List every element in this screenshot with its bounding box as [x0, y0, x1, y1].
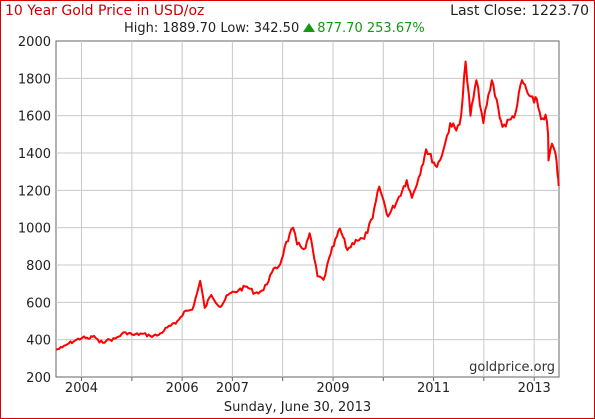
x-tick-label: 2013	[518, 381, 551, 396]
high-value: 1889.70	[162, 21, 217, 36]
last-close-label: Last Close:	[450, 3, 527, 19]
x-tick-label: 2004	[65, 381, 98, 396]
x-tick-label: 2009	[316, 381, 349, 396]
low-label: Low:	[220, 21, 250, 36]
price-stats: High: 1889.70 Low: 342.50 877.70 253.67%	[124, 21, 425, 36]
date-label: Sunday, June 30, 2013	[223, 400, 372, 415]
change-value: 877.70	[317, 21, 363, 36]
chart-title: 10 Year Gold Price in USD/oz	[5, 3, 205, 19]
plot-area	[55, 40, 560, 378]
x-tick-label: 2007	[216, 381, 249, 396]
y-tick-label: 1800	[18, 72, 51, 87]
y-tick-label: 800	[26, 259, 51, 274]
y-tick-label: 1400	[18, 147, 51, 162]
change-percent: 253.67%	[366, 21, 425, 36]
x-tick-label: 2006	[166, 381, 199, 396]
triangle-up-icon	[303, 23, 316, 32]
x-tick-label: 2011	[417, 381, 450, 396]
y-tick-label: 1200	[18, 184, 51, 199]
last-close: Last Close: 1223.70	[450, 3, 589, 19]
y-tick-label: 2000	[18, 35, 51, 50]
watermark: goldprice.org	[469, 360, 555, 375]
low-value: 342.50	[253, 21, 300, 36]
x-axis-labels: 2004 2006 2007 2009 2011 2013	[65, 381, 551, 396]
gold-price-line	[55, 60, 560, 351]
x-axis-ticks	[80, 377, 535, 381]
y-tick-label: 1000	[18, 222, 51, 237]
y-axis-labels: 200 400 600 800 1000 1200 1400 1600 1800 2000	[18, 35, 51, 386]
y-tick-label: 400	[26, 334, 51, 349]
high-label: High:	[124, 21, 159, 36]
y-tick-label: 200	[26, 371, 51, 386]
y-tick-label: 600	[26, 296, 51, 311]
last-close-value: 1223.70	[531, 3, 589, 19]
gridlines	[56, 41, 559, 377]
y-tick-label: 1600	[18, 110, 51, 125]
